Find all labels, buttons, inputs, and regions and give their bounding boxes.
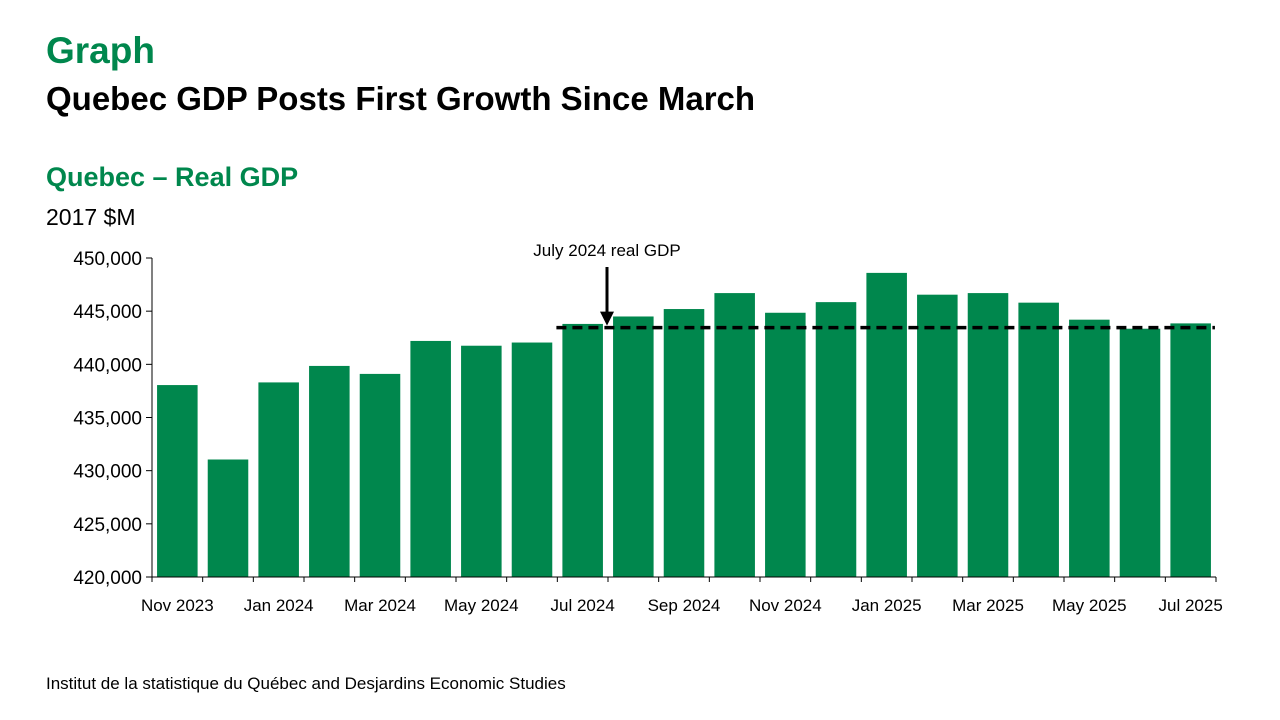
source-note: Institut de la statistique du Québec and…	[46, 674, 566, 693]
y-tick-label-1: 425,000	[73, 515, 142, 536]
bar-19	[1119, 328, 1161, 577]
bar-2	[258, 382, 299, 577]
x-tick-label-4: Mar 2024	[344, 596, 416, 615]
y-tick-label-5: 445,000	[73, 302, 142, 323]
bar-11	[714, 293, 755, 577]
bar-6	[461, 345, 502, 577]
x-tick-label-6: May 2024	[444, 596, 519, 615]
x-tick-label-16: Mar 2025	[952, 596, 1024, 615]
x-tick-label-10: Sep 2024	[648, 596, 721, 615]
x-tick-label-18: May 2025	[1052, 596, 1127, 615]
y-axis-unit-label: 2017 $M	[46, 204, 136, 230]
bar-16	[967, 293, 1009, 577]
bar-17	[1018, 302, 1059, 577]
y-tick-label-0: 420,000	[73, 568, 142, 589]
x-tick-label-8: Jul 2024	[551, 596, 615, 615]
x-tick-label-14: Jan 2025	[852, 596, 922, 615]
y-tick-label-3: 435,000	[73, 409, 142, 430]
chart-title: Quebec – Real GDP	[46, 162, 299, 192]
x-tick-label-12: Nov 2024	[749, 596, 822, 615]
bar-14	[866, 272, 907, 577]
bar-12	[765, 312, 806, 577]
bar-7	[511, 342, 553, 577]
bar-0	[157, 385, 198, 577]
bar-18	[1069, 319, 1110, 577]
bar-4	[359, 373, 401, 577]
bar-10	[663, 309, 705, 577]
x-tick-label-0: Nov 2023	[141, 596, 214, 615]
y-tick-label-6: 450,000	[73, 249, 142, 270]
page-kicker: Graph	[46, 30, 155, 71]
y-tick-label-4: 440,000	[73, 355, 142, 376]
bar-3	[309, 365, 350, 577]
bar-20	[1170, 323, 1211, 577]
page-title: Quebec GDP Posts First Growth Since Marc…	[46, 80, 756, 117]
bar-15	[917, 294, 958, 577]
annotation-arrow-head	[600, 311, 614, 326]
bar-1	[207, 459, 249, 577]
bar-13	[815, 302, 857, 577]
x-tick-label-2: Jan 2024	[244, 596, 314, 615]
y-tick-label-2: 430,000	[73, 462, 142, 483]
bar-5	[410, 340, 451, 577]
bar-8	[562, 323, 603, 577]
annotation-label: July 2024 real GDP	[533, 241, 680, 260]
x-tick-label-20: Jul 2025	[1159, 596, 1223, 615]
bar-9	[613, 316, 654, 577]
